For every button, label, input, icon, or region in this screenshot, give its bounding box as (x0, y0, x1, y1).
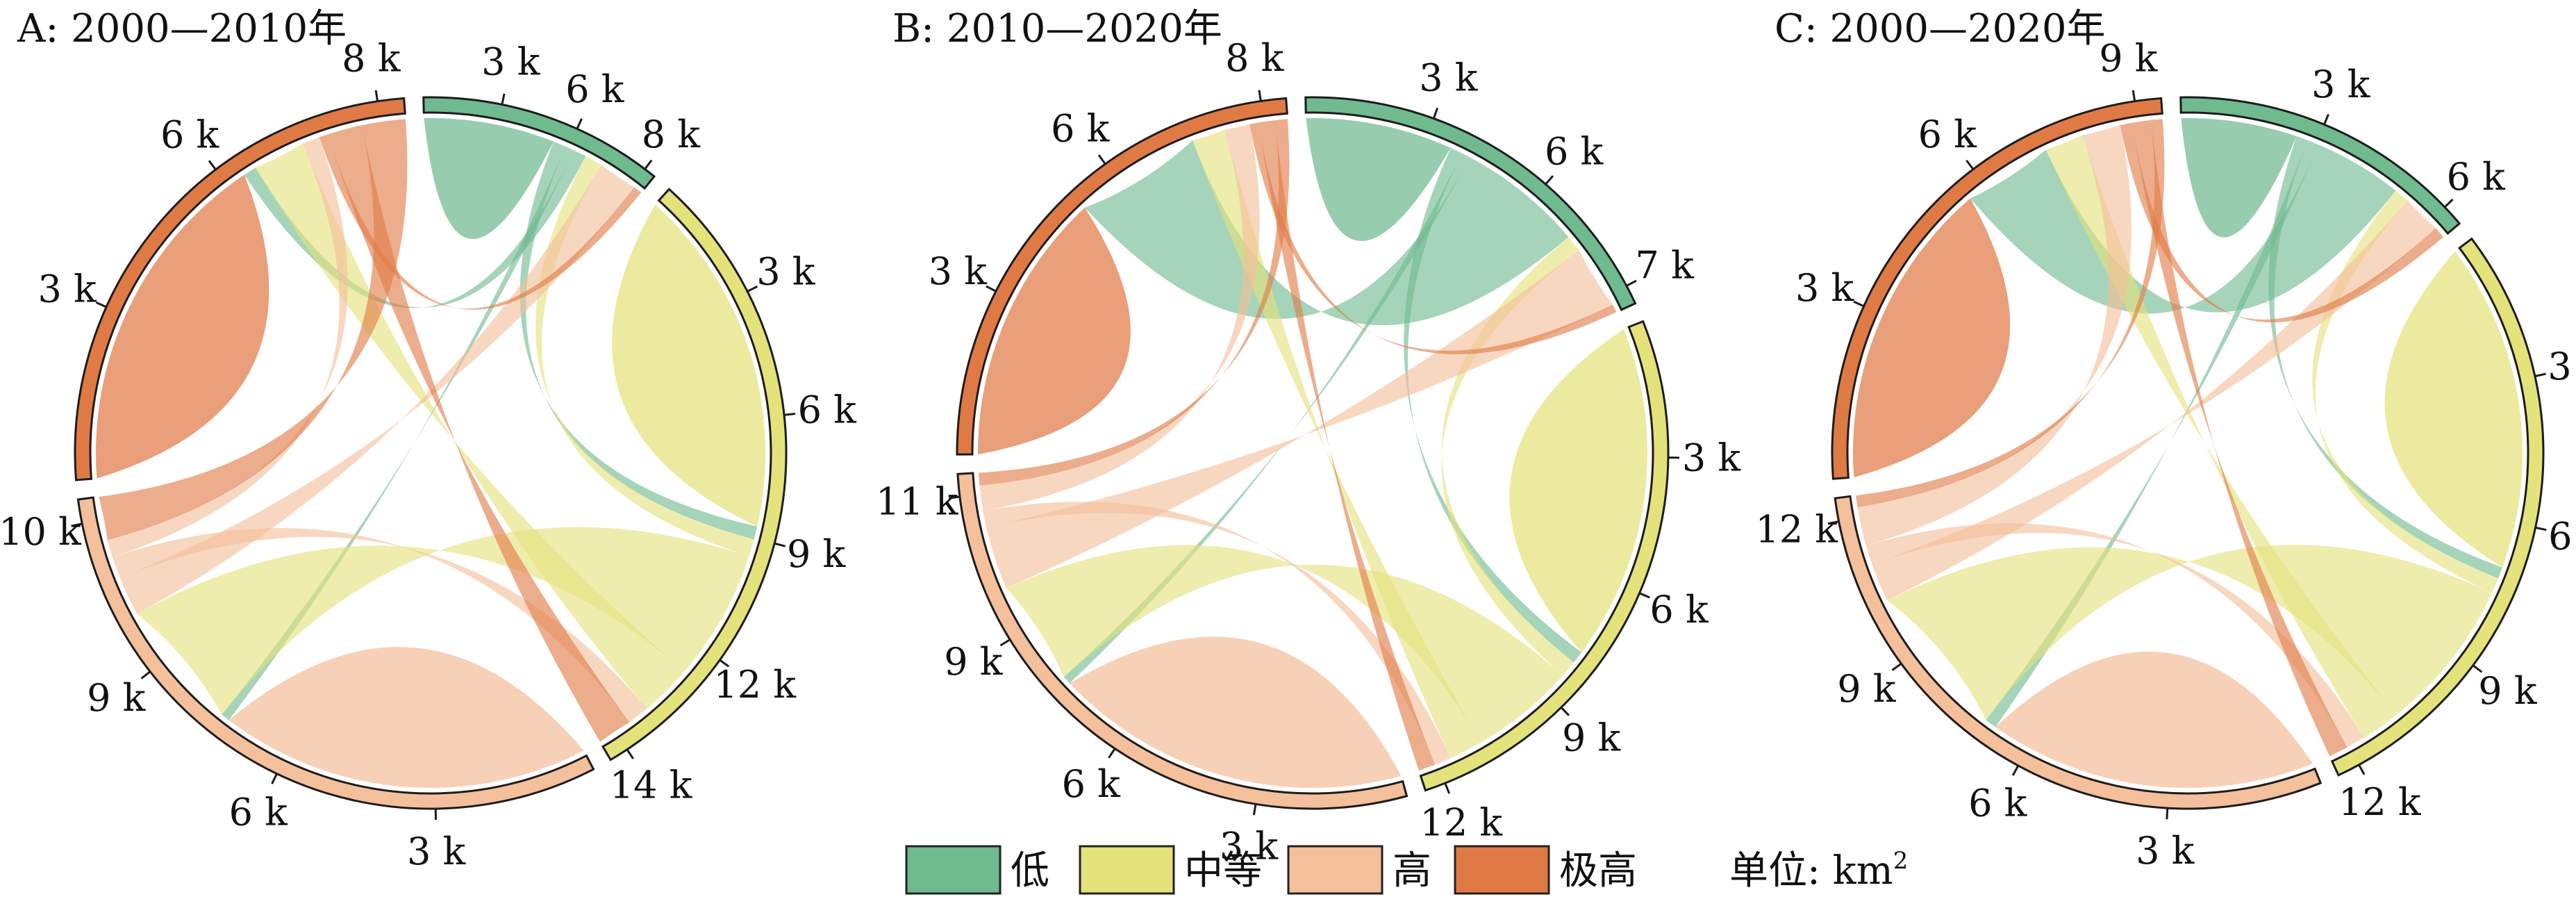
tick-label-high-4: 12 k (1755, 507, 1838, 551)
tick-very-high-2 (209, 160, 216, 170)
tick-low-1 (1434, 108, 1437, 119)
tick-very-high-1 (986, 286, 996, 291)
legend-label-medium: 中等 (1184, 848, 1262, 893)
tick-label-low-1: 3 k (2311, 63, 2371, 106)
tick-medium-2 (2536, 527, 2547, 529)
tick-very-high-3 (1259, 90, 1261, 101)
tick-label-low-2: 6 k (1545, 129, 1604, 173)
tick-high-1 (1254, 804, 1256, 815)
tick-label-very-high-2: 6 k (1051, 107, 1111, 151)
tick-low-2 (577, 119, 582, 129)
tick-label-high-3: 9 k (1837, 667, 1897, 711)
tick-label-very-high-3: 8 k (342, 36, 401, 80)
ribbons (978, 118, 1647, 788)
chart-title-a: A: 2000—2010年 (17, 6, 347, 51)
tick-label-high-3: 9 k (944, 640, 1004, 684)
tick-low-2 (1545, 176, 1552, 184)
legend-swatch-medium (1080, 846, 1174, 893)
tick-label-high-2: 6 k (1968, 782, 2028, 825)
tick-high-1 (2167, 808, 2168, 819)
tick-label-very-high-2: 6 k (1918, 113, 1978, 156)
unit-superscript: 2 (1893, 847, 1909, 875)
tick-low-2 (2445, 199, 2453, 207)
chart-title-c: C: 2000—2020年 (1775, 6, 2106, 51)
tick-medium-4 (1445, 783, 1449, 793)
tick-very-high-3 (376, 90, 377, 101)
tick-low-1 (2324, 114, 2328, 124)
tick-label-low-3: 7 k (1636, 243, 1695, 287)
tick-medium-2 (1640, 593, 1650, 598)
tick-label-very-high-1: 3 k (1795, 266, 1855, 310)
tick-very-high-3 (2133, 90, 2134, 101)
legend-label-low: 低 (1011, 848, 1049, 893)
unit-text: 单位: km (1729, 848, 1893, 893)
tick-label-low-1: 3 k (481, 40, 541, 84)
legend-swatch-very-high (1455, 846, 1549, 893)
chart-title-b: B: 2010—2020年 (892, 6, 1222, 51)
tick-high-2 (1108, 749, 1115, 758)
ribbon-very-high-to-very-high (1853, 199, 2010, 477)
tick-label-medium-1: 3 k (1682, 436, 1742, 479)
tick-label-medium-3: 9 k (2478, 669, 2538, 713)
tick-label-medium-2: 6 k (1650, 588, 1709, 632)
ribbons (1853, 118, 2523, 788)
tick-low-3 (645, 160, 652, 170)
tick-medium-3 (1561, 707, 1569, 715)
legend-label-high: 高 (1393, 848, 1431, 893)
tick-label-medium-4: 12 k (713, 663, 797, 707)
chord-chart-a: A: 2000—2010年 3 k 6 k 8 k 3 k 6 k 9 k 12 k 14 k… (0, 6, 857, 873)
ribbon-medium-to-medium (612, 204, 765, 526)
tick-label-medium-4: 12 k (2338, 780, 2422, 824)
tick-label-medium-3: 9 k (787, 532, 847, 576)
tick-high-2 (2013, 766, 2018, 775)
tick-medium-4 (2359, 765, 2364, 775)
tick-medium-2 (784, 413, 795, 415)
tick-label-high-2: 6 k (1062, 762, 1122, 806)
tick-label-medium-1: 3 k (756, 249, 816, 293)
chord-chart-c: C: 2000—2020年 3 k 6 k 3 k 6 k 9 k 12 k 3 k 6 k 9… (1755, 6, 2576, 873)
tick-label-high-3: 9 k (87, 676, 147, 720)
legend: 低 中等 高 极高 单位: km2 (906, 846, 1908, 893)
unit-label: 单位: km2 (1729, 847, 1908, 893)
tick-label-high-2: 6 k (229, 791, 289, 834)
tick-label-low-3: 8 k (642, 113, 701, 156)
chord-chart-b: B: 2010—2020年 3 k 6 k 7 k 3 k 6 k 9 k 12 k 3 k 6… (876, 6, 1741, 868)
tick-very-high-2 (1966, 160, 1973, 170)
tick-label-very-high-3: 9 k (2099, 36, 2159, 80)
tick-medium-1 (747, 286, 757, 291)
legend-label-very-high: 极高 (1559, 848, 1637, 893)
ribbons (96, 118, 765, 788)
tick-medium-5 (627, 750, 633, 759)
tick-label-very-high-2: 6 k (160, 113, 220, 157)
tick-label-high-1: 3 k (2136, 829, 2195, 873)
tick-label-very-high-1: 3 k (929, 249, 988, 293)
tick-very-high-1 (1854, 302, 1864, 306)
tick-label-high-4: 11 k (876, 480, 959, 524)
tick-label-low-2: 6 k (565, 67, 625, 111)
tick-label-high-4: 10 k (0, 510, 82, 554)
tick-label-medium-5: 14 k (610, 763, 693, 807)
tick-label-medium-2: 6 k (2548, 514, 2576, 558)
tick-label-medium-3: 9 k (1562, 716, 1622, 760)
tick-very-high-1 (97, 302, 107, 307)
tick-label-medium-1: 3 k (2548, 345, 2576, 388)
legend-swatch-high (1288, 846, 1382, 893)
ribbon-very-high-to-very-high (978, 208, 1131, 454)
tick-label-medium-4: 12 k (1420, 801, 1503, 845)
tick-label-low-2: 6 k (2447, 155, 2507, 199)
tick-label-low-1: 3 k (1419, 56, 1479, 99)
tick-medium-3 (774, 543, 785, 546)
tick-high-2 (272, 774, 277, 784)
tick-low-1 (502, 94, 504, 105)
tick-label-medium-2: 6 k (798, 388, 858, 432)
tick-medium-1 (2535, 374, 2546, 376)
tick-label-very-high-3: 8 k (1225, 36, 1285, 80)
legend-swatch-low (906, 846, 1000, 893)
tick-label-very-high-1: 3 k (38, 267, 97, 311)
tick-very-high-2 (1099, 155, 1105, 164)
tick-label-high-1: 3 k (407, 830, 467, 873)
